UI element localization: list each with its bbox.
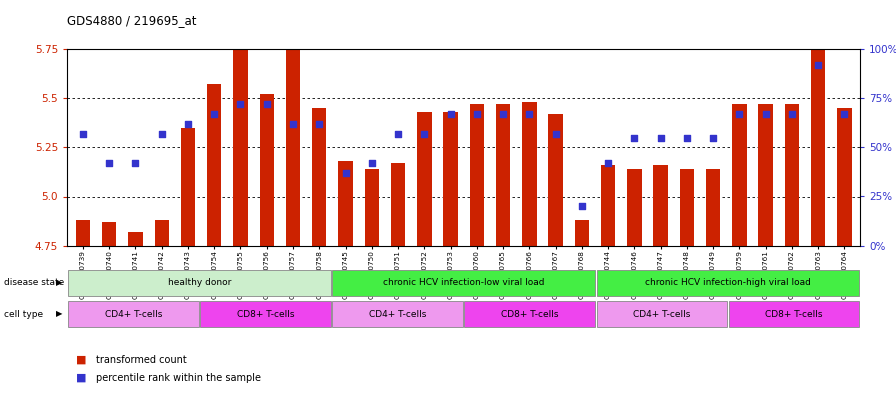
Bar — [495, 104, 511, 246]
Point — [365, 160, 379, 166]
Point — [732, 111, 746, 117]
Bar — [574, 220, 589, 246]
Bar — [154, 220, 169, 246]
Text: healthy donor: healthy donor — [168, 278, 231, 287]
Bar — [128, 232, 142, 246]
Point — [706, 134, 720, 141]
Point — [154, 130, 168, 137]
Bar — [68, 270, 331, 296]
Text: chronic HCV infection-low viral load: chronic HCV infection-low viral load — [383, 278, 545, 287]
Bar — [181, 128, 195, 246]
Point — [785, 111, 799, 117]
Bar — [68, 301, 199, 327]
Bar — [286, 35, 300, 246]
Bar — [811, 35, 825, 246]
Bar — [785, 104, 799, 246]
Bar — [260, 94, 274, 246]
Bar — [597, 301, 728, 327]
Bar — [391, 163, 405, 246]
Bar — [365, 169, 379, 246]
Bar — [444, 112, 458, 246]
Point — [312, 121, 326, 127]
Point — [391, 130, 405, 137]
Text: ■: ■ — [76, 373, 87, 383]
Text: cell type: cell type — [4, 310, 43, 318]
Point — [627, 134, 642, 141]
Point — [811, 62, 825, 68]
Point — [102, 160, 116, 166]
Point — [444, 111, 458, 117]
Bar — [312, 108, 326, 246]
Point — [181, 121, 195, 127]
Text: chronic HCV infection-high viral load: chronic HCV infection-high viral load — [645, 278, 811, 287]
Bar — [548, 114, 563, 246]
Point — [548, 130, 563, 137]
Text: CD4+ T-cells: CD4+ T-cells — [105, 310, 162, 318]
Bar — [728, 301, 859, 327]
Point — [601, 160, 616, 166]
Text: ▶: ▶ — [56, 278, 63, 287]
Text: transformed count: transformed count — [96, 354, 186, 365]
Text: disease state: disease state — [4, 278, 64, 287]
Point — [837, 111, 851, 117]
Text: CD8+ T-cells: CD8+ T-cells — [501, 310, 558, 318]
Bar — [597, 270, 859, 296]
Point — [759, 111, 773, 117]
Text: CD8+ T-cells: CD8+ T-cells — [237, 310, 294, 318]
Text: CD8+ T-cells: CD8+ T-cells — [765, 310, 823, 318]
Bar — [332, 270, 595, 296]
Point — [233, 101, 247, 107]
Text: CD4+ T-cells: CD4+ T-cells — [369, 310, 426, 318]
Bar — [332, 301, 463, 327]
Point — [128, 160, 142, 166]
Point — [680, 134, 694, 141]
Bar — [207, 84, 221, 246]
Bar — [76, 220, 90, 246]
Point — [339, 170, 353, 176]
Bar — [522, 102, 537, 246]
Bar — [464, 301, 595, 327]
Bar — [706, 169, 720, 246]
Text: percentile rank within the sample: percentile rank within the sample — [96, 373, 261, 383]
Point — [260, 101, 274, 107]
Bar — [102, 222, 116, 246]
Point — [470, 111, 484, 117]
Bar — [200, 301, 331, 327]
Text: CD4+ T-cells: CD4+ T-cells — [633, 310, 691, 318]
Bar — [680, 169, 694, 246]
Bar — [837, 108, 851, 246]
Point — [207, 111, 221, 117]
Text: GDS4880 / 219695_at: GDS4880 / 219695_at — [67, 15, 197, 28]
Point — [418, 130, 432, 137]
Point — [653, 134, 668, 141]
Bar — [758, 104, 773, 246]
Point — [286, 121, 300, 127]
Bar — [653, 165, 668, 246]
Point — [522, 111, 537, 117]
Bar — [601, 165, 616, 246]
Text: ▶: ▶ — [56, 310, 63, 318]
Bar — [233, 35, 247, 246]
Text: ■: ■ — [76, 354, 87, 365]
Point — [495, 111, 510, 117]
Point — [574, 203, 589, 209]
Bar — [732, 104, 746, 246]
Bar — [417, 112, 432, 246]
Bar — [627, 169, 642, 246]
Point — [76, 130, 90, 137]
Bar — [339, 161, 353, 246]
Bar — [470, 104, 484, 246]
